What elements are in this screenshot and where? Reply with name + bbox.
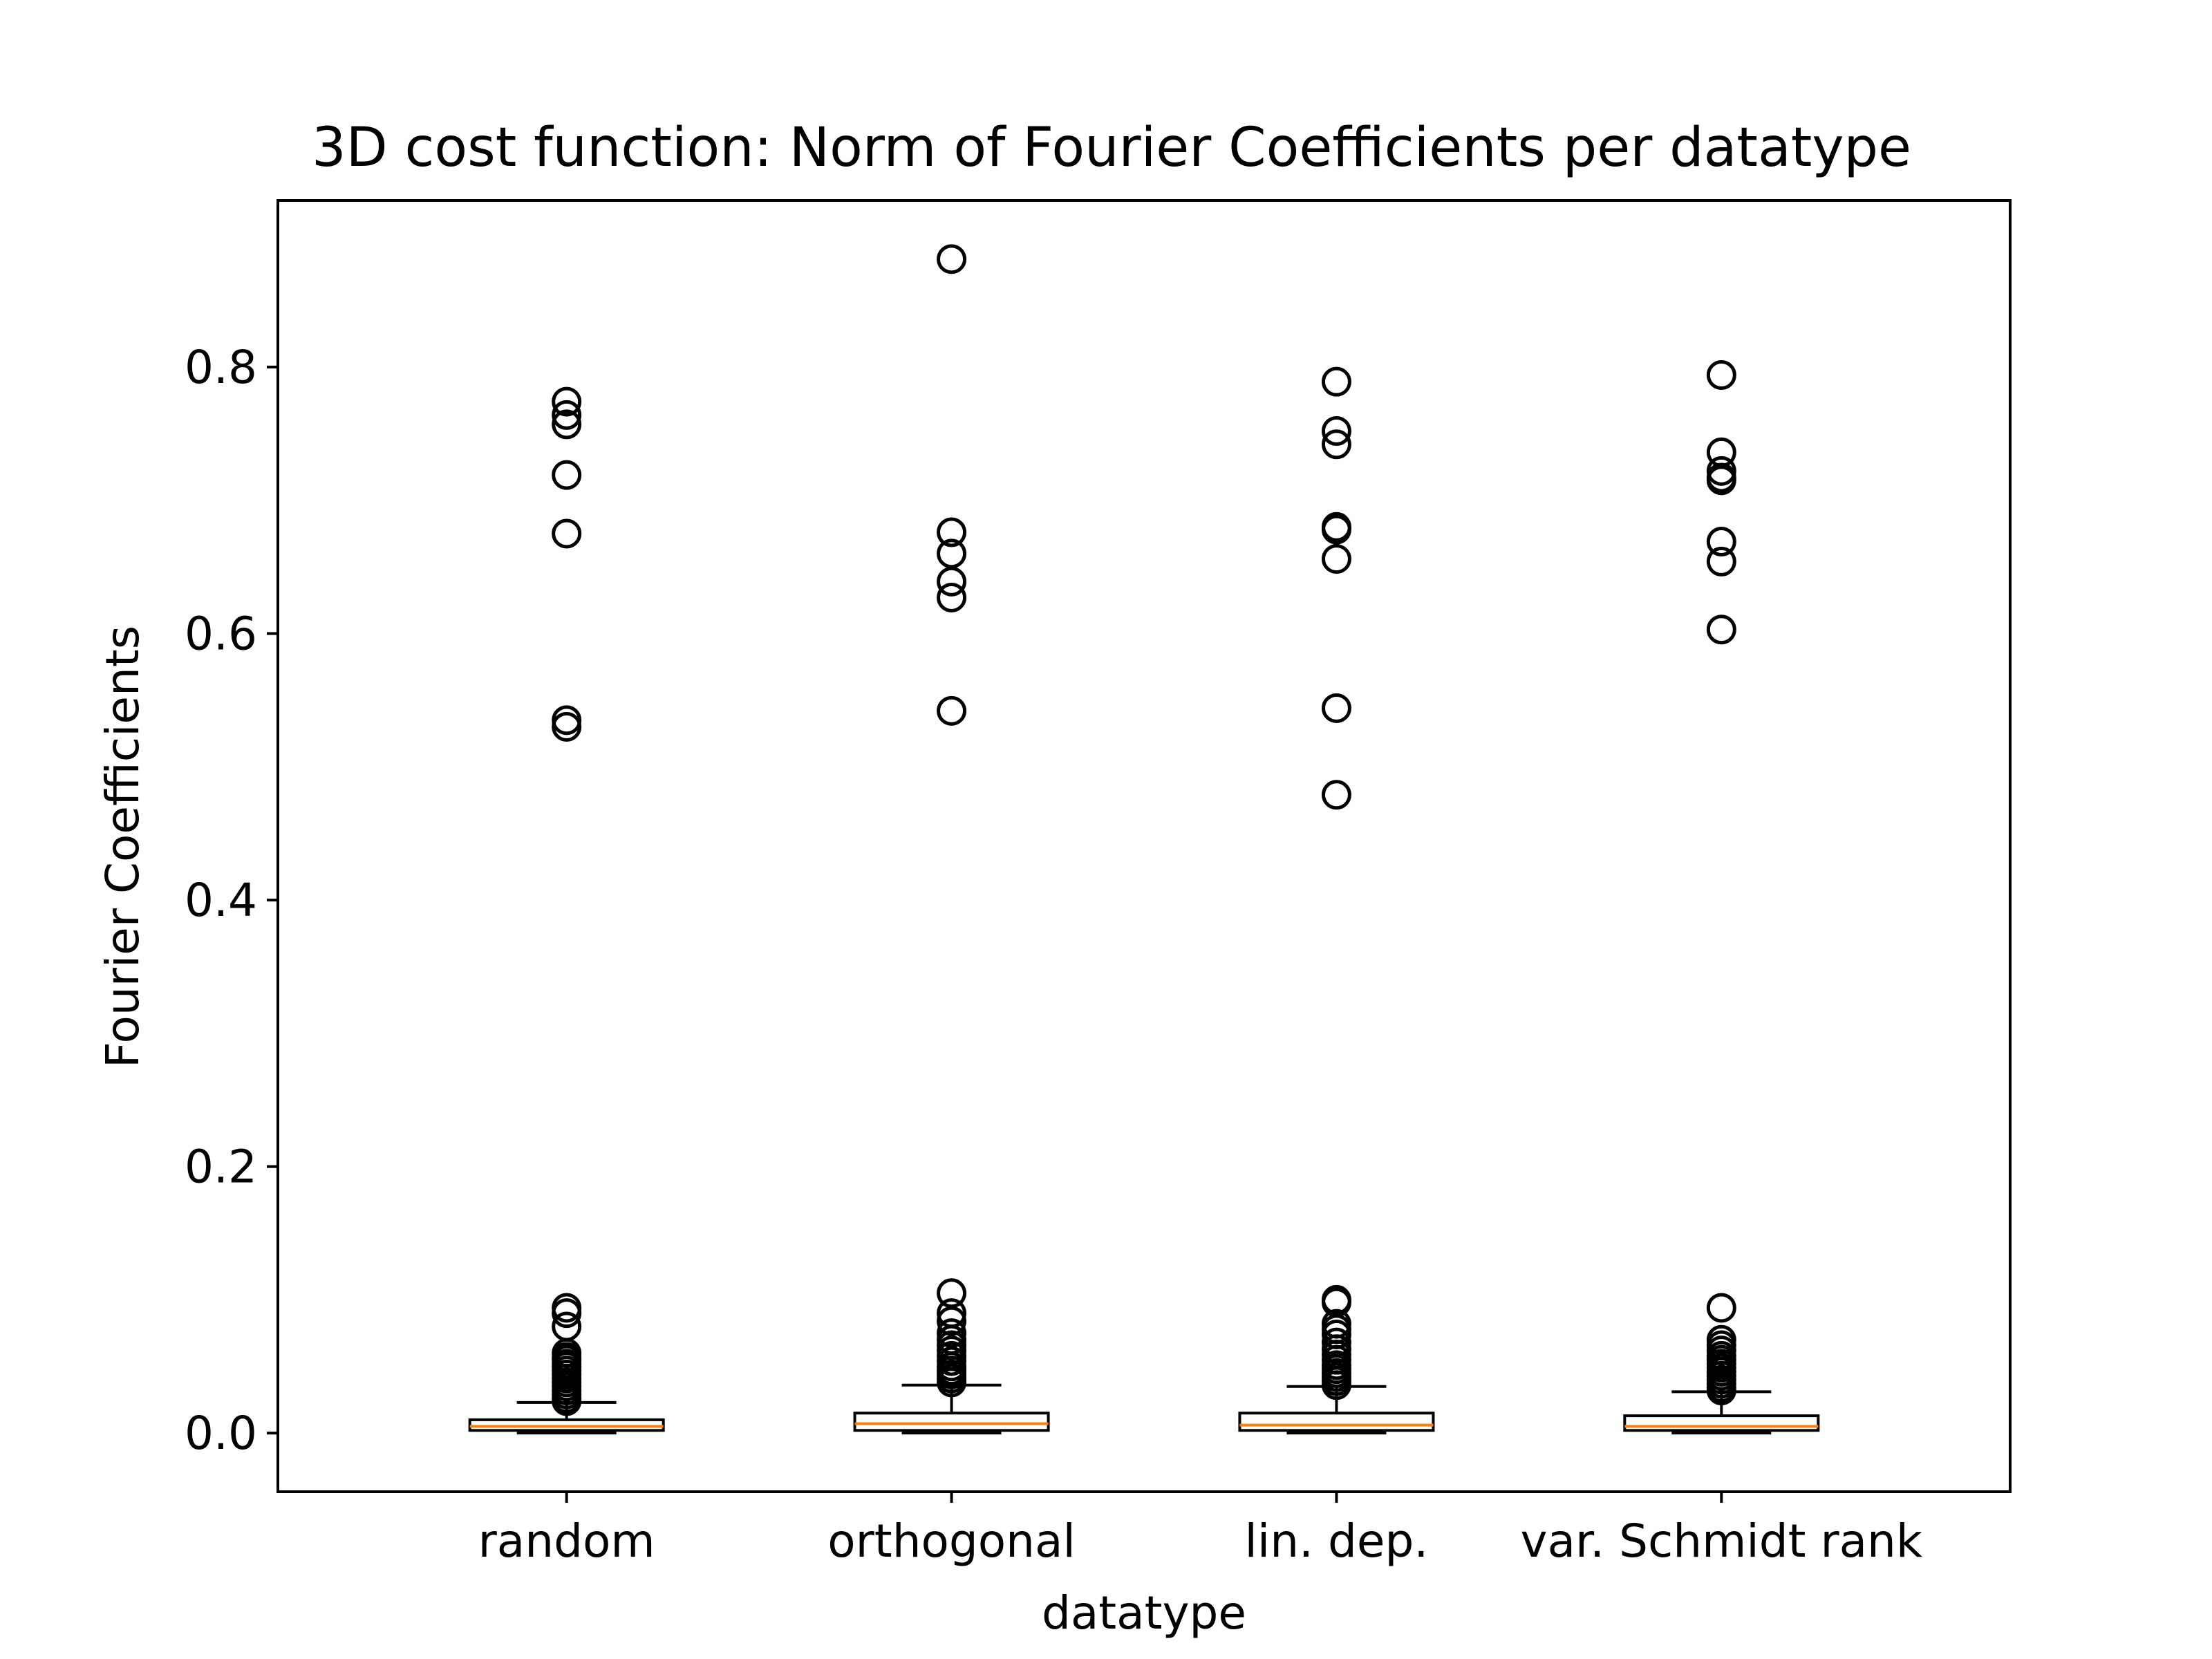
outlier-point <box>552 518 582 549</box>
box <box>853 1412 1050 1432</box>
box-group-lin-dep- <box>1238 366 1435 1435</box>
outlier-point <box>552 409 582 440</box>
outlier-point <box>552 1298 582 1329</box>
outlier-point <box>1706 360 1736 391</box>
outlier-point <box>552 1386 582 1416</box>
y-axis: 0.0 0.2 0.4 0.6 0.8 <box>185 341 278 1460</box>
outlier-point <box>1706 1293 1736 1323</box>
chart-title: 3D cost function: Norm of Fourier Coeffi… <box>312 117 1911 179</box>
outlier-point <box>1321 429 1351 460</box>
x-tick-label: var. Schmidt rank <box>1521 1515 1923 1568</box>
outlier-point <box>937 582 967 612</box>
outlier-point <box>1321 544 1351 574</box>
x-tick-label: random <box>478 1515 655 1568</box>
outlier-point <box>1321 693 1351 723</box>
y-tick-label: 0.0 <box>185 1407 257 1460</box>
y-axis-label: Fourier Coefficients <box>96 626 149 1068</box>
y-tick-label: 0.2 <box>185 1141 257 1194</box>
outlier-point <box>937 1367 967 1398</box>
outlier-point <box>937 1306 967 1336</box>
x-axis-label: datatype <box>1042 1586 1246 1640</box>
outlier-point <box>552 400 582 430</box>
outlier-point <box>1706 1375 1736 1405</box>
y-tick-label: 0.4 <box>185 874 257 927</box>
axes-frame <box>276 199 2012 1493</box>
y-tick-label: 0.6 <box>185 608 257 661</box>
outlier-point <box>1706 615 1736 645</box>
outlier-point <box>1706 465 1736 496</box>
plot-area <box>468 244 1820 1435</box>
outlier-point <box>937 244 967 274</box>
outlier-point <box>1321 514 1351 545</box>
x-tick-label: lin. dep. <box>1245 1515 1429 1568</box>
box <box>1623 1414 1820 1432</box>
y-tick-label: 0.8 <box>185 341 257 394</box>
box-group-var-schmidt-rank <box>1623 360 1820 1435</box>
outlier-point <box>552 711 582 742</box>
box-group-random <box>468 386 665 1435</box>
outlier-point <box>1706 527 1736 557</box>
outlier-point <box>1321 366 1351 397</box>
box <box>1238 1412 1435 1432</box>
outlier-point <box>937 695 967 726</box>
outlier-point <box>1321 416 1351 447</box>
x-axis: random orthogonal lin. dep. var. Schmidt ra… <box>478 1492 1923 1568</box>
outlier-point <box>937 566 967 597</box>
x-tick-label: orthogonal <box>827 1515 1076 1568</box>
outlier-point <box>937 517 967 547</box>
outlier-point <box>552 460 582 490</box>
outlier-point <box>1321 780 1351 810</box>
outlier-point <box>552 386 582 417</box>
outlier-point <box>1706 546 1736 577</box>
box-group-orthogonal <box>853 244 1050 1435</box>
outlier-point <box>1321 1370 1351 1400</box>
